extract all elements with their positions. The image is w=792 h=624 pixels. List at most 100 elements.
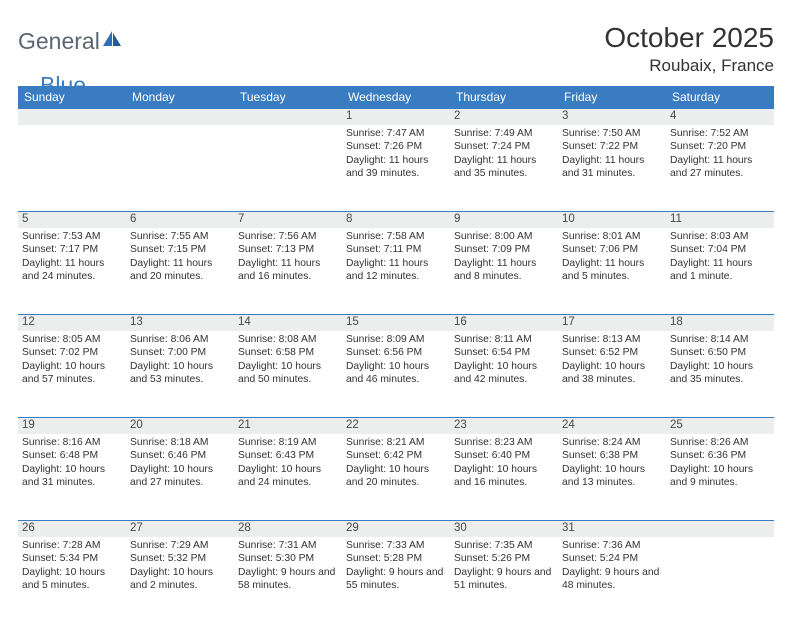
- day-body-cell: Sunrise: 8:05 AMSunset: 7:02 PMDaylight:…: [18, 331, 126, 418]
- day-number-cell: 25: [666, 418, 774, 434]
- day-number-cell: 9: [450, 212, 558, 228]
- day-number-cell: 19: [18, 418, 126, 434]
- day-body-cell: [234, 125, 342, 212]
- day-number: 14: [234, 315, 342, 329]
- day-number-cell: 14: [234, 315, 342, 331]
- day-body-cell: Sunrise: 8:00 AMSunset: 7:09 PMDaylight:…: [450, 228, 558, 315]
- sail-icon: [101, 29, 123, 54]
- day-number-cell: 2: [450, 109, 558, 125]
- day-body-cell: Sunrise: 7:28 AMSunset: 5:34 PMDaylight:…: [18, 537, 126, 624]
- day-number-cell: 12: [18, 315, 126, 331]
- day-body-cell: Sunrise: 8:13 AMSunset: 6:52 PMDaylight:…: [558, 331, 666, 418]
- day-body-cell: Sunrise: 8:14 AMSunset: 6:50 PMDaylight:…: [666, 331, 774, 418]
- day-number: 13: [126, 315, 234, 329]
- day-number-cell: 7: [234, 212, 342, 228]
- day-body-cell: Sunrise: 8:18 AMSunset: 6:46 PMDaylight:…: [126, 434, 234, 521]
- day-number: 8: [342, 212, 450, 226]
- day-body-cell: Sunrise: 8:23 AMSunset: 6:40 PMDaylight:…: [450, 434, 558, 521]
- day-number: 22: [342, 418, 450, 432]
- day-details: Sunrise: 8:24 AMSunset: 6:38 PMDaylight:…: [558, 434, 666, 494]
- month-title: October 2025: [604, 22, 774, 54]
- day-number: 30: [450, 521, 558, 535]
- day-number: 12: [18, 315, 126, 329]
- day-number: 3: [558, 109, 666, 123]
- day-number-cell: 16: [450, 315, 558, 331]
- day-number-cell: 21: [234, 418, 342, 434]
- day-body-cell: Sunrise: 8:16 AMSunset: 6:48 PMDaylight:…: [18, 434, 126, 521]
- day-details: Sunrise: 7:35 AMSunset: 5:26 PMDaylight:…: [450, 537, 558, 597]
- day-details: Sunrise: 7:50 AMSunset: 7:22 PMDaylight:…: [558, 125, 666, 185]
- day-number-cell: 31: [558, 521, 666, 537]
- day-number: 2: [450, 109, 558, 123]
- day-details: Sunrise: 8:00 AMSunset: 7:09 PMDaylight:…: [450, 228, 558, 288]
- day-body-cell: Sunrise: 7:35 AMSunset: 5:26 PMDaylight:…: [450, 537, 558, 624]
- day-details: Sunrise: 7:28 AMSunset: 5:34 PMDaylight:…: [18, 537, 126, 597]
- day-number-cell: 20: [126, 418, 234, 434]
- day-details: Sunrise: 7:29 AMSunset: 5:32 PMDaylight:…: [126, 537, 234, 597]
- day-body-cell: Sunrise: 8:01 AMSunset: 7:06 PMDaylight:…: [558, 228, 666, 315]
- weekday-header: Saturday: [666, 86, 774, 109]
- day-body-cell: Sunrise: 8:21 AMSunset: 6:42 PMDaylight:…: [342, 434, 450, 521]
- day-number-cell: 3: [558, 109, 666, 125]
- brand-text-2: Blue: [40, 72, 86, 99]
- day-number: 28: [234, 521, 342, 535]
- day-details: Sunrise: 8:18 AMSunset: 6:46 PMDaylight:…: [126, 434, 234, 494]
- weekday-header: Wednesday: [342, 86, 450, 109]
- day-body-cell: Sunrise: 8:11 AMSunset: 6:54 PMDaylight:…: [450, 331, 558, 418]
- day-number-cell: 6: [126, 212, 234, 228]
- weekday-header: Friday: [558, 86, 666, 109]
- day-body-cell: Sunrise: 7:50 AMSunset: 7:22 PMDaylight:…: [558, 125, 666, 212]
- day-number: 20: [126, 418, 234, 432]
- day-number-cell: [666, 521, 774, 537]
- day-number: 26: [18, 521, 126, 535]
- day-number-cell: 4: [666, 109, 774, 125]
- day-details: Sunrise: 8:21 AMSunset: 6:42 PMDaylight:…: [342, 434, 450, 494]
- day-number: 6: [126, 212, 234, 226]
- day-details: Sunrise: 8:05 AMSunset: 7:02 PMDaylight:…: [18, 331, 126, 391]
- weekday-header: Tuesday: [234, 86, 342, 109]
- day-body-cell: Sunrise: 7:31 AMSunset: 5:30 PMDaylight:…: [234, 537, 342, 624]
- day-body-cell: Sunrise: 7:58 AMSunset: 7:11 PMDaylight:…: [342, 228, 450, 315]
- day-number: 9: [450, 212, 558, 226]
- day-details: Sunrise: 8:01 AMSunset: 7:06 PMDaylight:…: [558, 228, 666, 288]
- day-details: Sunrise: 8:09 AMSunset: 6:56 PMDaylight:…: [342, 331, 450, 391]
- day-body-cell: Sunrise: 7:55 AMSunset: 7:15 PMDaylight:…: [126, 228, 234, 315]
- day-body-cell: Sunrise: 7:36 AMSunset: 5:24 PMDaylight:…: [558, 537, 666, 624]
- day-details: Sunrise: 8:16 AMSunset: 6:48 PMDaylight:…: [18, 434, 126, 494]
- day-details: Sunrise: 7:56 AMSunset: 7:13 PMDaylight:…: [234, 228, 342, 288]
- day-details: Sunrise: 7:49 AMSunset: 7:24 PMDaylight:…: [450, 125, 558, 185]
- day-number: 31: [558, 521, 666, 535]
- day-details: Sunrise: 8:26 AMSunset: 6:36 PMDaylight:…: [666, 434, 774, 494]
- day-body-cell: Sunrise: 7:33 AMSunset: 5:28 PMDaylight:…: [342, 537, 450, 624]
- day-number: 7: [234, 212, 342, 226]
- day-number-cell: 23: [450, 418, 558, 434]
- day-number-cell: 10: [558, 212, 666, 228]
- day-body-cell: Sunrise: 7:47 AMSunset: 7:26 PMDaylight:…: [342, 125, 450, 212]
- day-details: Sunrise: 7:33 AMSunset: 5:28 PMDaylight:…: [342, 537, 450, 597]
- day-details: Sunrise: 8:14 AMSunset: 6:50 PMDaylight:…: [666, 331, 774, 391]
- day-body-cell: [18, 125, 126, 212]
- day-number: 1: [342, 109, 450, 123]
- day-details: Sunrise: 8:11 AMSunset: 6:54 PMDaylight:…: [450, 331, 558, 391]
- day-details: Sunrise: 7:52 AMSunset: 7:20 PMDaylight:…: [666, 125, 774, 185]
- day-number: 18: [666, 315, 774, 329]
- day-body-cell: Sunrise: 8:09 AMSunset: 6:56 PMDaylight:…: [342, 331, 450, 418]
- day-details: Sunrise: 7:53 AMSunset: 7:17 PMDaylight:…: [18, 228, 126, 288]
- day-number-cell: [18, 109, 126, 125]
- day-number-cell: 30: [450, 521, 558, 537]
- day-number-cell: 8: [342, 212, 450, 228]
- day-body-cell: Sunrise: 8:03 AMSunset: 7:04 PMDaylight:…: [666, 228, 774, 315]
- day-body-cell: Sunrise: 8:08 AMSunset: 6:58 PMDaylight:…: [234, 331, 342, 418]
- weekday-header: Monday: [126, 86, 234, 109]
- day-details: Sunrise: 7:55 AMSunset: 7:15 PMDaylight:…: [126, 228, 234, 288]
- day-number: 25: [666, 418, 774, 432]
- day-number-cell: 13: [126, 315, 234, 331]
- day-number: 15: [342, 315, 450, 329]
- day-number-cell: 17: [558, 315, 666, 331]
- day-number: 29: [342, 521, 450, 535]
- day-number-cell: 1: [342, 109, 450, 125]
- day-number: 10: [558, 212, 666, 226]
- day-details: Sunrise: 8:23 AMSunset: 6:40 PMDaylight:…: [450, 434, 558, 494]
- day-number-cell: 26: [18, 521, 126, 537]
- day-number-cell: 24: [558, 418, 666, 434]
